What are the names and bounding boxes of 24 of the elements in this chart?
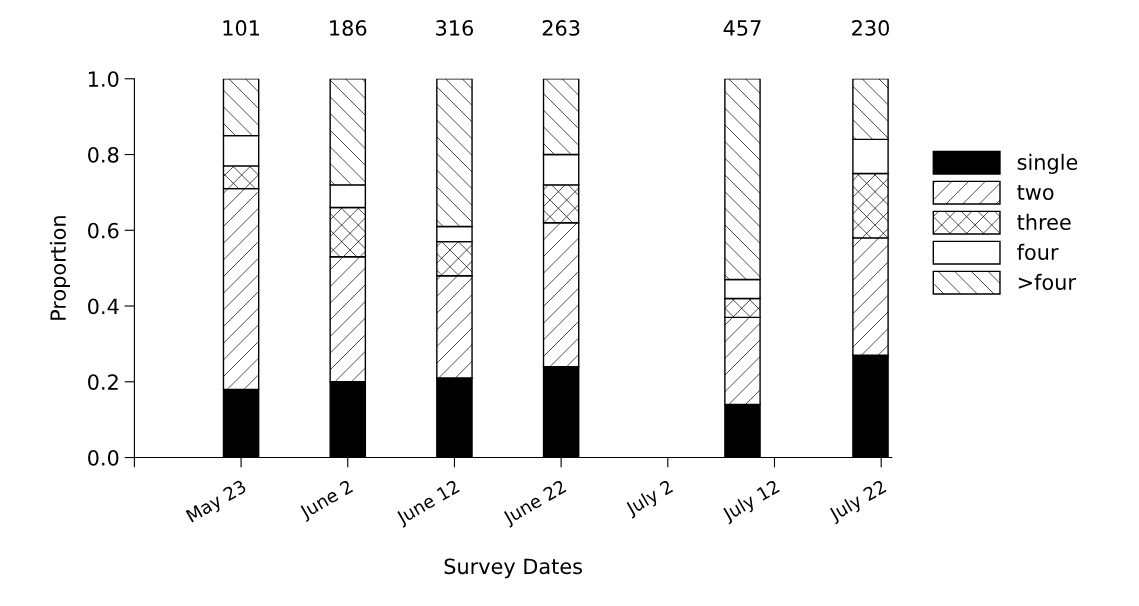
text: 101: [223, 20, 260, 36]
x-tick-label: July 12: [720, 479, 782, 525]
x-axis-title: Survey Dates: [444, 558, 582, 579]
text: 230: [852, 20, 889, 36]
text: 316: [436, 20, 474, 36]
legend-label: three: [1017, 213, 1071, 230]
text: 186: [330, 20, 367, 36]
legend-label: >four: [1018, 273, 1076, 290]
y-tick-label: 1.0: [88, 71, 119, 87]
x-tick-label: June 2: [298, 479, 355, 523]
legend-label: two: [1017, 185, 1054, 200]
y-tick-label: 0.8: [88, 146, 119, 163]
x-tick-label: July 2: [623, 479, 675, 519]
y-tick-label: 0.2: [88, 374, 118, 390]
legend-label: single: [1017, 153, 1078, 175]
text: 457: [723, 20, 761, 36]
y-tick-label: 0.0: [88, 449, 119, 466]
text: 263: [542, 20, 580, 36]
y-tick-label: 0.6: [88, 222, 119, 239]
legend-label: four: [1017, 243, 1059, 260]
x-tick-label: July 22: [827, 479, 889, 525]
x-tick-label: May 23: [185, 479, 249, 526]
y-tick-label: 0.4: [88, 298, 119, 315]
y-axis-title: Proportion: [49, 216, 71, 320]
